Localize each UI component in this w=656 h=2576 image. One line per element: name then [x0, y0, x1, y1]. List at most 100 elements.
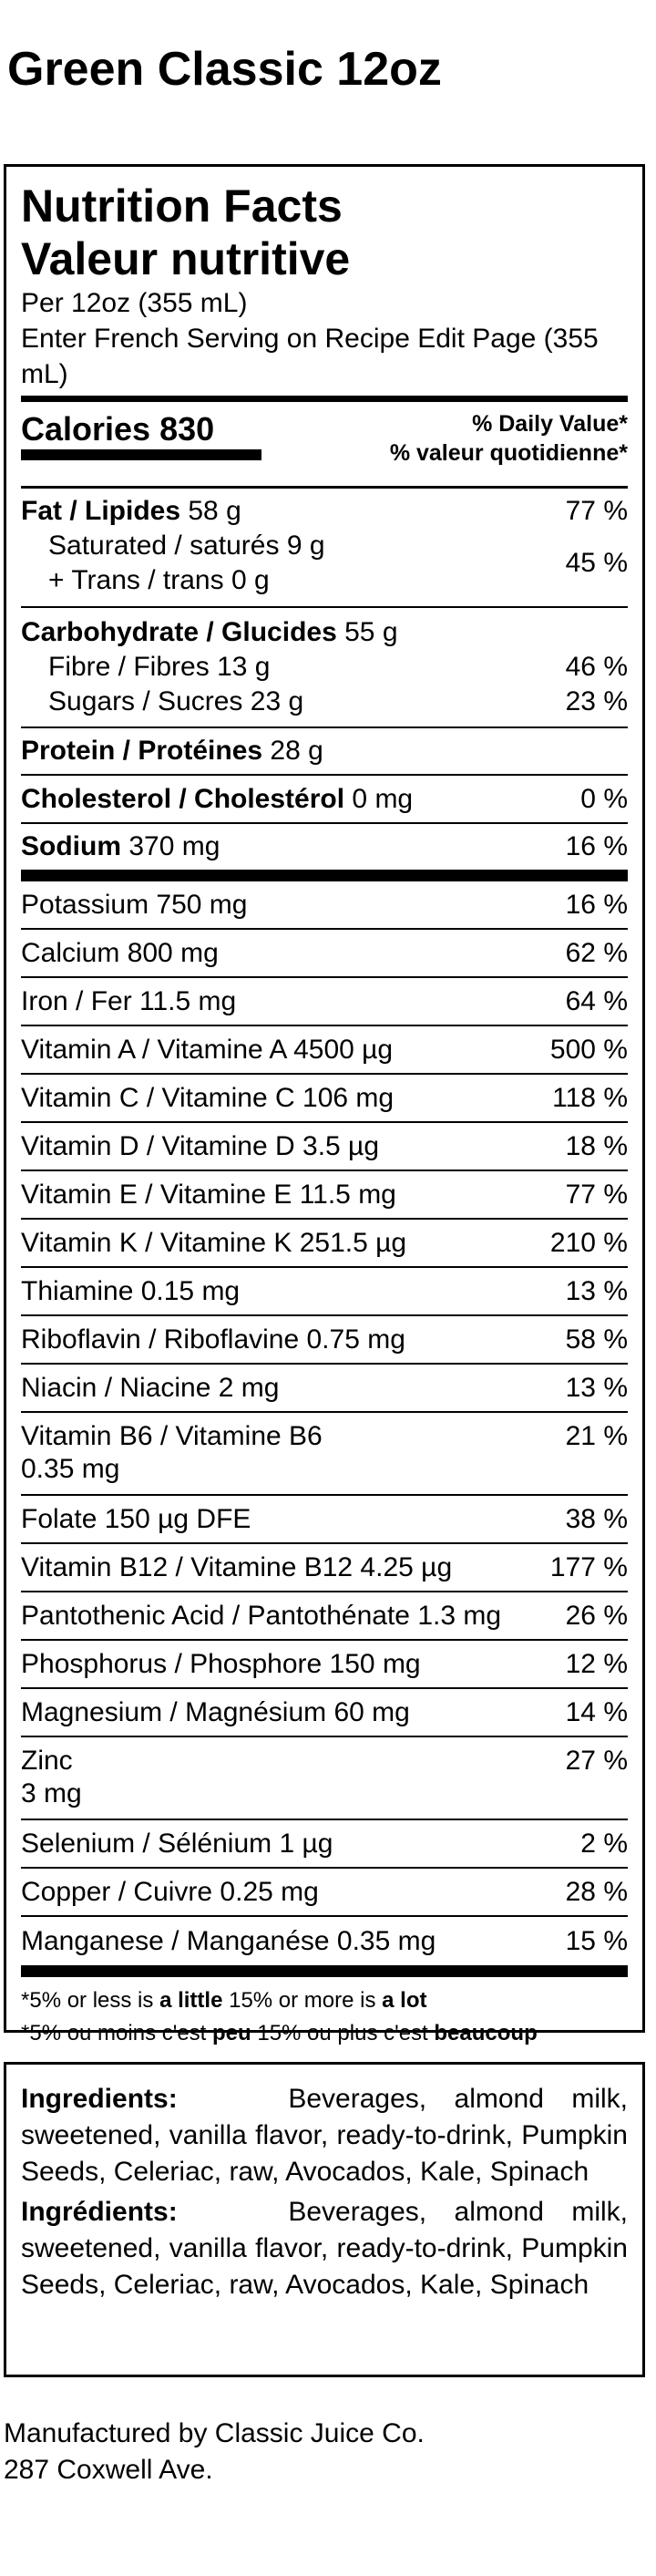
micronutrient-name: Folate 150 µg DFE: [21, 1503, 251, 1536]
micronutrient-row: Copper / Cuivre 0.25 mg 28 %: [21, 1869, 628, 1917]
cholesterol-label: Cholesterol / Cholestérol: [21, 783, 345, 814]
ingredients-text-en: Beverages, almond milk, sweetened, vanil…: [21, 2084, 628, 2187]
fat-label: Fat / Lipides: [21, 496, 181, 526]
micronutrient-name: Selenium / Sélénium 1 µg: [21, 1828, 333, 1860]
micronutrient-list: Potassium 750 mg 16 % Calcium 800 mg 62 % Ir…: [21, 881, 628, 1965]
cholesterol-dv: 0 %: [580, 783, 628, 814]
micronutrient-row: Vitamin D / Vitamine D 3.5 µg 18 %: [21, 1123, 628, 1171]
micronutrient-dv: 21 %: [565, 1421, 628, 1451]
micronutrient-dv: 2 %: [580, 1828, 628, 1859]
protein-label: Protein / Protéines: [21, 736, 263, 766]
micronutrient-dv: 26 %: [565, 1600, 628, 1631]
divider-extra-thick-bottom: [21, 1965, 628, 1977]
micronutrient-row: Vitamin C / Vitamine C 106 mg 118 %: [21, 1075, 628, 1123]
ingredients-fr: Ingrédients: Beverages, almond milk, swe…: [21, 2194, 628, 2303]
ingredients-en: Ingredients: Beverages, almond milk, swe…: [21, 2081, 628, 2190]
micronutrient-row: Vitamin K / Vitamine K 251.5 µg 210 %: [21, 1220, 628, 1268]
sodium-amount: 370 mg: [128, 831, 220, 861]
micronutrient-text: Pantothenic Acid / Pantothénate 1.3 mg: [21, 1600, 502, 1631]
calories-underline: [21, 449, 261, 460]
sodium-label: Sodium: [21, 831, 121, 861]
micronutrient-dv: 15 %: [565, 1925, 628, 1956]
micronutrient-name: Vitamin D / Vitamine D 3.5 µg: [21, 1130, 379, 1163]
sugars-dv: 23 %: [565, 686, 628, 716]
nutrition-facts-title: Nutrition Facts: [21, 180, 343, 232]
micronutrient-dv: 13 %: [565, 1275, 628, 1306]
micronutrient-row: Pantothenic Acid / Pantothénate 1.3 mg 26…: [21, 1592, 628, 1641]
fat-group: Fat / Lipides 58 g 77 % Saturated / satu…: [21, 489, 628, 608]
micronutrient-dv: 500 %: [549, 1034, 628, 1065]
carbohydrate-row: Carbohydrate / Glucides 55 g: [21, 615, 628, 650]
fibre-label: Fibre / Fibres: [48, 652, 210, 682]
daily-value-header-en: % Daily Value*: [472, 411, 628, 437]
footnote-en: *5% or less is a little 15% or more is a…: [21, 1984, 628, 2017]
micronutrient-dv: 77 %: [565, 1179, 628, 1210]
calories-value: 830: [159, 410, 215, 448]
footnote-en-pre: *5% or less is: [21, 1988, 160, 2013]
micronutrient-row: Riboflavin / Riboflavine 0.75 mg 58 %: [21, 1316, 628, 1365]
saturated-label: Saturated / saturés: [48, 531, 280, 561]
micronutrient-dv: 27 %: [565, 1746, 628, 1776]
carbohydrate-amount: 55 g: [344, 617, 398, 647]
ingredients-text-fr: Beverages, almond milk, sweetened, vanil…: [21, 2197, 628, 2300]
micronutrient-name: Magnesium / Magnésium 60 mg: [21, 1696, 410, 1729]
divider-extra-thick: [21, 870, 628, 881]
micronutrient-dv: 118 %: [552, 1082, 628, 1113]
micronutrient-name: Copper / Cuivre 0.25 mg: [21, 1876, 319, 1909]
micronutrient-name: Vitamin E / Vitamine E 11.5 mg: [21, 1179, 396, 1211]
footnote-en-mid: 15% or more is: [222, 1988, 383, 2013]
fat-amount: 58 g: [188, 496, 241, 526]
micronutrient-text: Selenium / Sélénium 1 µg: [21, 1828, 333, 1859]
micronutrient-row: Potassium 750 mg 16 %: [21, 881, 628, 930]
cholesterol-amount: 0 mg: [352, 783, 414, 814]
micronutrient-name: Potassium 750 mg: [21, 889, 247, 922]
micronutrient-dv: 38 %: [565, 1503, 628, 1534]
micronutrient-text: Vitamin K / Vitamine K 251.5 µg: [21, 1227, 407, 1258]
trans-row: + Trans / trans 0 g: [21, 563, 325, 598]
micronutrient-name: Riboflavin / Riboflavine 0.75 mg: [21, 1324, 405, 1356]
footnote-en-lot: a lot: [382, 1988, 427, 2013]
calories-text: Calories 830: [21, 409, 214, 449]
micronutrient-text: Calcium 800 mg: [21, 937, 219, 968]
nutrition-facts-panel: Nutrition Facts Valeur nutritive Per 12o…: [4, 164, 645, 2045]
daily-value-footnote: *5% or less is a little 15% or more is a…: [21, 1977, 628, 2050]
micronutrient-text: Potassium 750 mg: [21, 889, 248, 920]
divider-thick: [21, 396, 628, 402]
micronutrient-dv: 177 %: [549, 1551, 628, 1582]
micronutrient-name: Zinc 3 mg: [21, 1745, 82, 1810]
micronutrient-text: Riboflavin / Riboflavine 0.75 mg: [21, 1324, 405, 1355]
carbohydrate-group: Carbohydrate / Glucides 55 g Fibre / Fib…: [21, 608, 628, 728]
footnote-fr-mid: 15% ou plus c'est: [251, 2021, 435, 2045]
micronutrient-dv: 62 %: [565, 937, 628, 968]
micronutrient-text: Copper / Cuivre 0.25 mg: [21, 1876, 319, 1907]
footnote-fr-pre: *5% ou moins c'est: [21, 2021, 213, 2045]
calories-row: Calories 830 % Daily Value* % valeur quo…: [21, 402, 628, 486]
micronutrient-amount: 0.35 mg: [21, 1454, 120, 1484]
micronutrient-text: Vitamin A / Vitamine A 4500 µg: [21, 1034, 394, 1065]
micronutrient-name: Calcium 800 mg: [21, 937, 219, 970]
micronutrient-row: Vitamin E / Vitamine E 11.5 mg 77 %: [21, 1171, 628, 1220]
trans-amount: 0 g: [231, 565, 270, 595]
micronutrient-text: Vitamin C / Vitamine C 106 mg: [21, 1082, 395, 1113]
micronutrient-name: Vitamin C / Vitamine C 106 mg: [21, 1082, 394, 1115]
micronutrient-dv: 12 %: [565, 1648, 628, 1679]
ingredients-label-fr: Ingrédients:: [21, 2197, 178, 2227]
micronutrient-dv: 13 %: [565, 1372, 628, 1403]
micronutrient-text: Vitamin E / Vitamine E 11.5 mg: [21, 1179, 396, 1210]
fat-row: Fat / Lipides 58 g 77 %: [21, 494, 628, 529]
micronutrient-row: Selenium / Sélénium 1 µg 2 %: [21, 1820, 628, 1869]
micronutrient-row: Magnesium / Magnésium 60 mg 14 %: [21, 1689, 628, 1737]
footnote-fr-little: peu: [212, 2021, 251, 2045]
micronutrient-row: Iron / Fer 11.5 mg 64 %: [21, 978, 628, 1026]
micronutrient-name: Niacin / Niacine 2 mg: [21, 1372, 279, 1405]
micronutrient-text: Manganese / Manganése 0.35 mg: [21, 1925, 436, 1956]
daily-value-header-fr: % valeur quotidienne*: [389, 440, 628, 466]
micronutrient-row: Thiamine 0.15 mg 13 %: [21, 1268, 628, 1316]
ingredients-label-en: Ingredients:: [21, 2084, 178, 2114]
micronutrient-text: Folate 150 µg DFE: [21, 1503, 251, 1534]
micronutrient-row: Calcium 800 mg 62 %: [21, 930, 628, 978]
micronutrient-text: Zinc: [21, 1746, 73, 1776]
micronutrient-name: Vitamin B6 / Vitamine B6 0.35 mg: [21, 1420, 323, 1486]
micronutrient-name: Vitamin A / Vitamine A 4500 µg: [21, 1034, 393, 1066]
trans-label: + Trans / trans: [48, 565, 224, 595]
